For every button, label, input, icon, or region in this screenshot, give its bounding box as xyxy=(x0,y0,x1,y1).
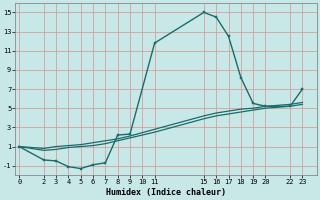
X-axis label: Humidex (Indice chaleur): Humidex (Indice chaleur) xyxy=(106,188,226,197)
